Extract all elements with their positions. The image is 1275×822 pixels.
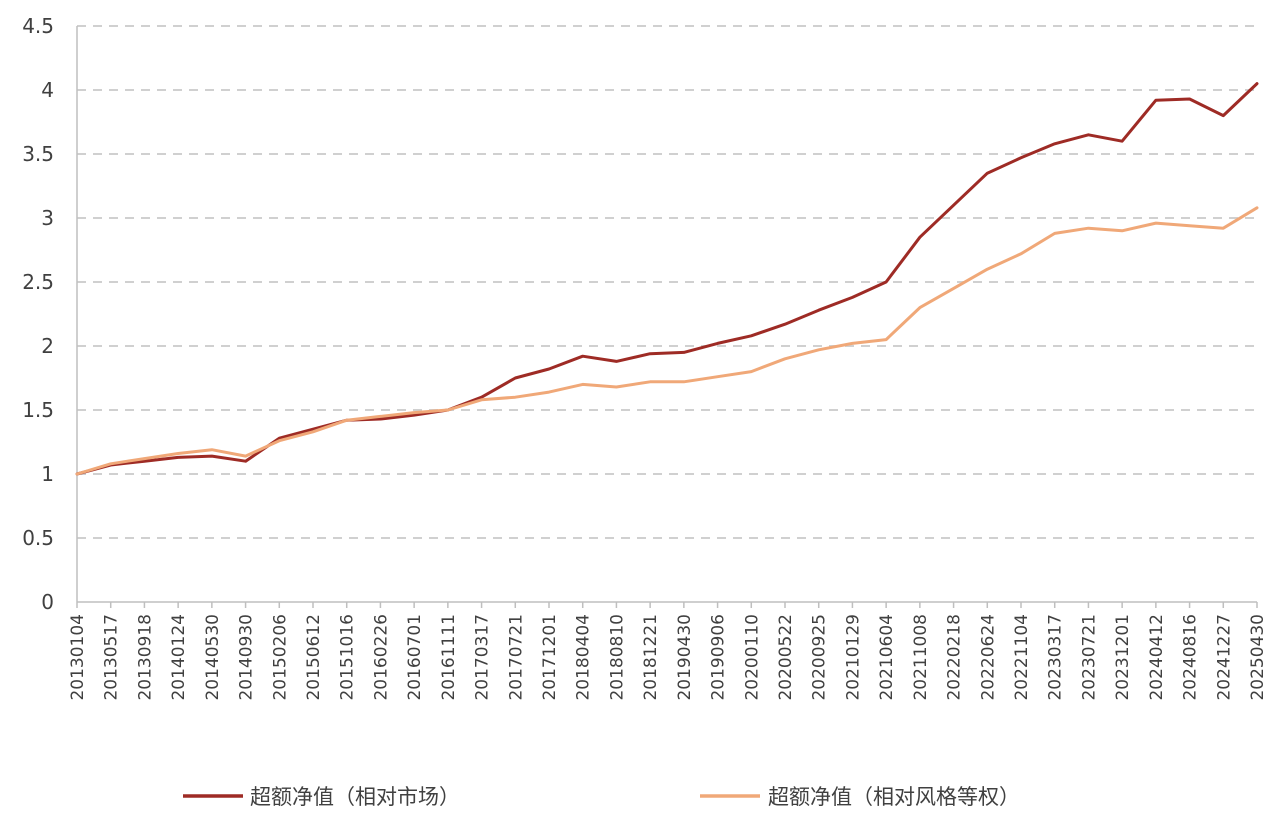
y-tick-label: 3	[41, 206, 54, 230]
x-tick-label: 20200925	[810, 614, 830, 701]
y-tick-label: 0.5	[22, 526, 54, 550]
x-tick-label: 20221104	[1012, 614, 1032, 701]
series-line-1	[75, 82, 1259, 476]
x-tick-label: 20220624	[978, 614, 998, 701]
series-lines	[75, 82, 1259, 476]
x-tick-label: 20190906	[709, 614, 729, 701]
x-tick-label: 20210129	[843, 614, 863, 701]
x-tick-label: 20130918	[135, 614, 155, 701]
x-tick-label: 20160226	[371, 614, 391, 701]
legend-label-2: 超额净值（相对风格等权）	[768, 785, 1020, 809]
y-tick-label: 4.5	[22, 14, 54, 38]
x-tick-label: 20190430	[675, 614, 695, 701]
x-tick-label: 20180810	[607, 614, 627, 701]
x-tick-label: 20130104	[68, 614, 88, 701]
legend-label-1: 超额净值（相对市场）	[250, 785, 460, 809]
x-tick-label: 20171201	[540, 614, 560, 701]
y-tick-label: 0	[41, 590, 54, 614]
x-tick-label: 20140124	[169, 614, 189, 701]
x-tick-label: 20210604	[877, 614, 897, 701]
legend: 超额净值（相对市场） 超额净值（相对风格等权）	[183, 785, 1020, 809]
x-tick-label: 20150206	[270, 614, 290, 701]
x-tick-label: 20180404	[574, 614, 594, 701]
x-tick-label: 20130517	[102, 614, 122, 701]
grid	[76, 25, 1257, 603]
y-axis-ticks: 0 0.5 1 1.5 2 2.5 3 3.5 4 4.5	[22, 14, 54, 614]
x-tick-label: 20230317	[1046, 614, 1066, 701]
x-tick-label: 20200522	[776, 614, 796, 701]
x-tick-label: 20220218	[945, 614, 965, 701]
x-tick-label: 20170317	[473, 614, 493, 701]
x-tick-label: 20140930	[237, 614, 257, 701]
x-tick-label: 20181221	[641, 614, 661, 701]
x-tick-label: 20240816	[1181, 614, 1201, 701]
y-tick-label: 2.5	[22, 270, 54, 294]
x-tick-label: 20231201	[1113, 614, 1133, 701]
y-tick-label: 2	[41, 334, 54, 358]
x-tick-label: 20240412	[1147, 614, 1167, 701]
y-tick-label: 4	[41, 78, 54, 102]
y-tick-label: 1.5	[22, 398, 54, 422]
x-tick-label: 20161111	[439, 614, 459, 701]
x-axis-ticks: 20130104 20130517 20130918 20140124 20140530…	[68, 602, 1268, 701]
x-tick-label: 20211008	[911, 614, 931, 701]
x-tick-label: 20140530	[203, 614, 223, 701]
y-tick-label: 3.5	[22, 142, 54, 166]
x-tick-label: 20150612	[304, 614, 324, 701]
x-tick-label: 20170721	[506, 614, 526, 701]
x-tick-label: 20151016	[338, 614, 358, 701]
y-tick-label: 1	[41, 462, 54, 486]
x-tick-label: 20200110	[742, 614, 762, 701]
series-line-2	[75, 206, 1259, 476]
x-tick-label: 20250430	[1248, 614, 1268, 701]
x-tick-label: 20160701	[405, 614, 425, 701]
x-tick-label: 20241227	[1214, 614, 1234, 701]
x-tick-label: 20230721	[1079, 614, 1099, 701]
